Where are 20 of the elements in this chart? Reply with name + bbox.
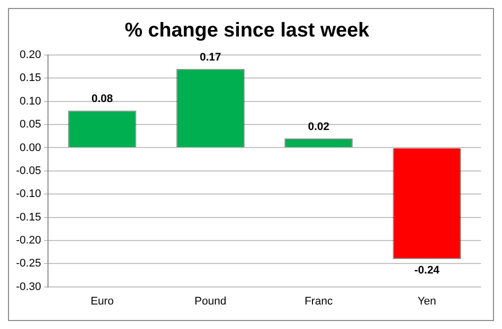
- y-tick-label: 0.10: [20, 95, 42, 108]
- x-tick-label: Franc: [304, 295, 334, 308]
- chart-title: % change since last week: [124, 20, 370, 42]
- data-label: 0.02: [308, 120, 330, 133]
- data-label: -0.24: [414, 264, 440, 277]
- y-tick-label: 0.00: [20, 142, 42, 154]
- data-label: 0.08: [91, 93, 113, 106]
- y-tick-label: -0.30: [16, 280, 42, 293]
- y-tick-label: -0.15: [16, 211, 42, 224]
- y-tick-label: -0.10: [16, 188, 42, 200]
- y-tick-label: -0.25: [16, 258, 42, 270]
- y-tick-label: 0.20: [20, 49, 42, 62]
- x-tick-label: Yen: [418, 295, 436, 308]
- x-tick-label: Euro: [90, 295, 114, 308]
- y-tick-label: -0.20: [16, 234, 42, 246]
- y-tick-label: -0.05: [16, 164, 42, 177]
- y-tick-label: 0.15: [20, 72, 42, 84]
- data-label: 0.17: [200, 51, 222, 64]
- y-tick-label: 0.05: [20, 118, 42, 131]
- x-tick-label: Pound: [194, 295, 226, 308]
